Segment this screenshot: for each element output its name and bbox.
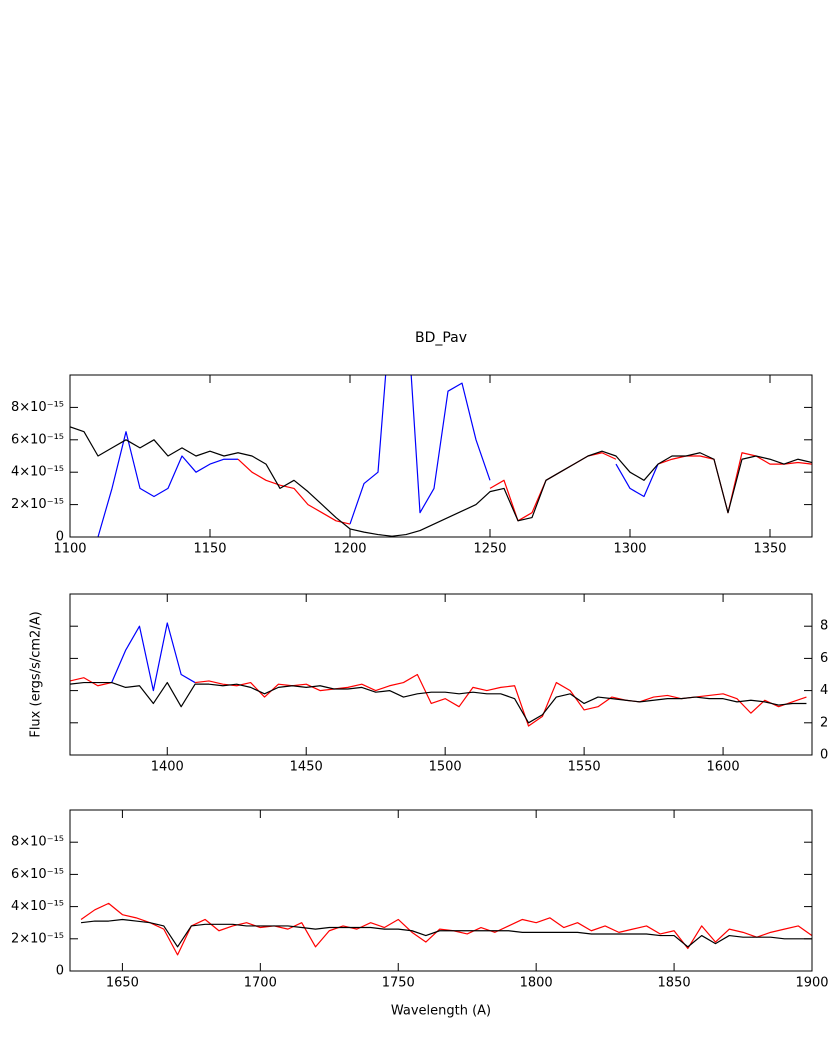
x-tick-label: 1550 (568, 760, 601, 775)
spectrum-line (80, 902, 812, 956)
x-tick-label: 1200 (333, 542, 366, 557)
y-tick-label: 8×10⁻¹⁵ (11, 835, 64, 850)
x-tick-label: 1300 (613, 542, 646, 557)
x-tick-label: 1700 (244, 976, 277, 991)
y-tick-label: 8×10⁻¹⁵ (11, 400, 64, 415)
x-tick-label: 1500 (429, 760, 462, 775)
y-tick-label: 6 (820, 651, 828, 666)
figure-title: BD_Pav (415, 330, 467, 346)
x-tick-label: 1450 (290, 760, 323, 775)
y-tick-label: 4×10⁻¹⁵ (11, 465, 64, 480)
y-tick-label: 4 (820, 683, 828, 698)
x-tick-label: 1400 (151, 760, 184, 775)
y-tick-label: 0 (820, 748, 828, 763)
y-tick-label: 8 (820, 619, 828, 634)
spectrum-line (97, 375, 659, 537)
y-tick-label: 6×10⁻¹⁵ (11, 432, 64, 447)
x-tick-label: 1350 (753, 542, 786, 557)
x-axis-label: Wavelength (A) (391, 1004, 491, 1019)
x-tick-label: 1850 (658, 976, 691, 991)
y-tick-label: 0 (56, 530, 64, 545)
spectrum-line (70, 681, 807, 724)
spectrum-line (80, 918, 812, 948)
plot-frame (69, 593, 813, 756)
spectrum-line (70, 426, 812, 537)
spectrum-line (111, 622, 196, 692)
x-tick-label: 1900 (795, 976, 828, 991)
y-tick-label: 4×10⁻¹⁵ (11, 899, 64, 914)
plot-frame (69, 809, 813, 972)
x-tick-label: 1150 (193, 542, 226, 557)
y-tick-label: 2×10⁻¹⁵ (11, 931, 64, 946)
y-tick-label: 0 (56, 964, 64, 979)
y-axis-label: Flux (ergs/s/cm2/A) (29, 611, 44, 737)
x-tick-label: 1100 (53, 542, 86, 557)
x-tick-label: 1600 (707, 760, 740, 775)
spectrum-line (237, 452, 812, 525)
x-tick-label: 1650 (106, 976, 139, 991)
y-tick-label: 2 (820, 715, 828, 730)
y-tick-label: 2×10⁻¹⁵ (11, 497, 64, 512)
plot-frame (69, 374, 813, 538)
x-tick-label: 1800 (520, 976, 553, 991)
x-tick-label: 1750 (382, 976, 415, 991)
y-tick-label: 6×10⁻¹⁵ (11, 867, 64, 882)
spectrum-line (70, 673, 807, 727)
x-tick-label: 1250 (473, 542, 506, 557)
